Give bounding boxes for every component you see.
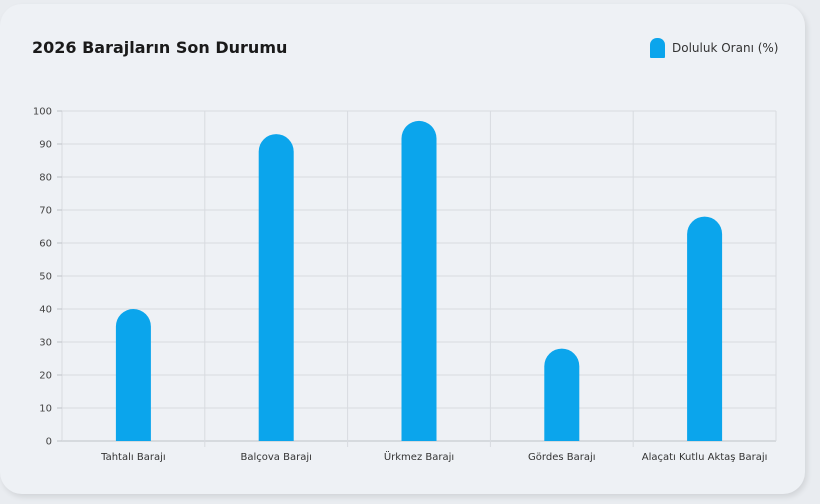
y-tick-label: 90 [39, 140, 52, 151]
bar[interactable] [401, 120, 437, 441]
y-axis: 0 10 20 30 40 50 60 70 80 90 100 [33, 107, 62, 448]
x-tick-label: Tahtalı Barajı [100, 452, 166, 463]
x-tick-label: Alaçatı Kutlu Aktaş Barajı [642, 452, 768, 463]
bars [115, 120, 723, 441]
x-axis: Tahtalı Barajı Balçova Barajı Ürkmez Baraj… [100, 450, 767, 463]
y-tick-label: 40 [39, 305, 52, 316]
chart-title: 2026 Barajların Son Durumu [32, 38, 288, 57]
x-tick-label: Ürkmez Barajı [384, 450, 454, 463]
y-tick-label: 0 [46, 437, 52, 448]
bar[interactable] [687, 216, 723, 441]
y-tick-label: 10 [39, 404, 52, 415]
x-tick-label: Gördes Barajı [528, 452, 595, 463]
y-tick-label: 80 [39, 173, 52, 184]
y-tick-label: 50 [39, 272, 52, 283]
y-tick-label: 30 [39, 338, 52, 349]
legend-swatch [650, 38, 665, 58]
y-tick-label: 100 [33, 107, 52, 118]
legend[interactable]: Doluluk Oranı (%) [650, 38, 778, 58]
bar[interactable] [115, 309, 151, 441]
bar[interactable] [544, 348, 580, 441]
y-tick-label: 20 [39, 371, 52, 382]
legend-label: Doluluk Oranı (%) [672, 41, 779, 55]
y-tick-label: 60 [39, 239, 52, 250]
y-tick-label: 70 [39, 206, 52, 217]
x-tick-label: Balçova Barajı [240, 452, 311, 463]
bar[interactable] [258, 134, 294, 441]
